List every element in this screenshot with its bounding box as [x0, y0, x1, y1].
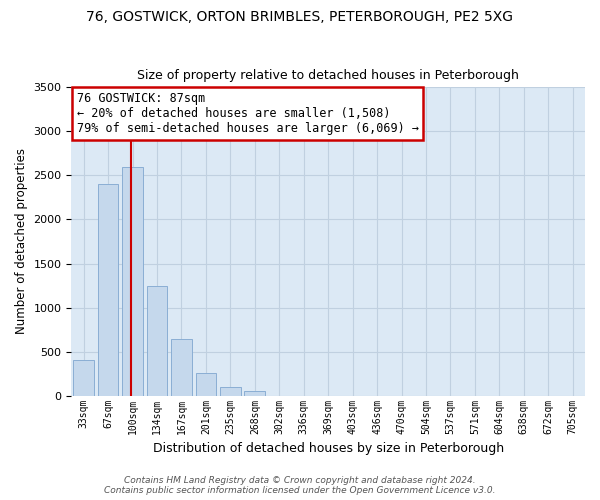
Bar: [73, 360, 94, 396]
Bar: [98, 184, 118, 396]
Bar: [220, 387, 241, 396]
Bar: [122, 166, 143, 396]
Y-axis label: Number of detached properties: Number of detached properties: [15, 148, 28, 334]
Bar: [196, 372, 217, 396]
Text: Contains HM Land Registry data © Crown copyright and database right 2024.
Contai: Contains HM Land Registry data © Crown c…: [104, 476, 496, 495]
Bar: [171, 340, 192, 396]
Title: Size of property relative to detached houses in Peterborough: Size of property relative to detached ho…: [137, 69, 519, 82]
X-axis label: Distribution of detached houses by size in Peterborough: Distribution of detached houses by size …: [152, 442, 504, 455]
Bar: [146, 286, 167, 396]
Text: 76 GOSTWICK: 87sqm
← 20% of detached houses are smaller (1,508)
79% of semi-deta: 76 GOSTWICK: 87sqm ← 20% of detached hou…: [77, 92, 419, 135]
Text: 76, GOSTWICK, ORTON BRIMBLES, PETERBOROUGH, PE2 5XG: 76, GOSTWICK, ORTON BRIMBLES, PETERBOROU…: [86, 10, 514, 24]
Bar: [244, 391, 265, 396]
